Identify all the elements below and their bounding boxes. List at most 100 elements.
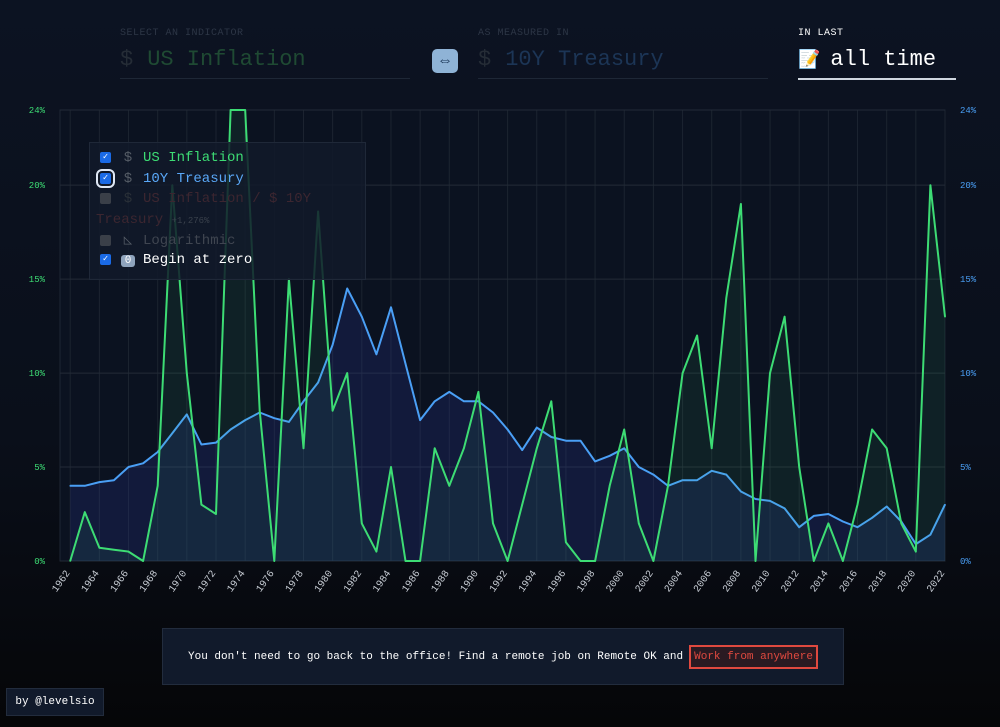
- x-tick-label: 1984: [371, 569, 394, 595]
- work-from-anywhere-link[interactable]: Work from anywhere: [689, 644, 818, 669]
- data-point: [390, 466, 392, 468]
- data-point: [638, 522, 640, 525]
- data-point: [492, 411, 494, 414]
- legend-label: US Inflation / $ 10Y: [143, 191, 312, 207]
- data-point: [856, 503, 859, 506]
- legend-item-log[interactable]: ◺ Logarithmic: [100, 232, 235, 249]
- legend-label: Begin at zero: [143, 252, 253, 268]
- indicator-select[interactable]: SELECT AN INDICATOR $ US Inflation: [120, 28, 410, 79]
- data-point: [331, 344, 334, 346]
- data-point: [302, 447, 305, 450]
- data-point: [652, 560, 655, 562]
- x-tick-label: 2022: [925, 569, 948, 595]
- x-tick-label: 1962: [51, 569, 74, 595]
- data-point: [288, 421, 290, 423]
- data-point: [725, 297, 728, 299]
- x-tick-label: 1968: [138, 569, 161, 595]
- x-tick-label: 1976: [255, 569, 278, 595]
- series-area-treasury: [70, 288, 945, 561]
- left-right-arrow-icon: ⇔: [440, 52, 450, 70]
- data-point: [258, 409, 261, 412]
- data-point: [740, 490, 742, 493]
- data-point: [667, 485, 669, 487]
- checkbox-checked-icon[interactable]: ✓: [96, 168, 115, 188]
- x-tick-label: 1996: [546, 569, 569, 595]
- dollar-icon: $: [120, 47, 134, 72]
- data-point: [127, 466, 130, 468]
- legend-item-zero[interactable]: ✓ 0 Begin at zero: [100, 252, 252, 268]
- legend-label: 10Y Treasury: [143, 171, 244, 187]
- checkbox-checked-icon[interactable]: ✓: [100, 151, 111, 163]
- data-point: [827, 513, 830, 515]
- data-point: [477, 391, 480, 393]
- dollar-icon: $: [123, 171, 133, 187]
- data-point: [390, 306, 392, 309]
- data-point: [244, 109, 246, 111]
- legend-item-ratio[interactable]: $ US Inflation / $ 10Y: [100, 191, 311, 207]
- data-point: [200, 503, 203, 506]
- data-point: [215, 513, 217, 515]
- data-point: [929, 533, 932, 536]
- data-point: [798, 526, 801, 528]
- data-point: [696, 334, 698, 337]
- legend-item-inflation[interactable]: ✓ $ US Inflation: [100, 150, 244, 166]
- data-point: [812, 560, 815, 562]
- data-point: [215, 441, 217, 444]
- data-point: [885, 447, 888, 450]
- dollar-icon: $: [123, 191, 133, 207]
- data-point: [171, 432, 174, 435]
- data-point: [608, 485, 611, 487]
- dollar-icon: $: [478, 47, 492, 72]
- x-tick-label: 2014: [809, 569, 832, 595]
- y-tick-label-right: 0%: [960, 557, 971, 567]
- y-tick-label-right: 10%: [960, 369, 977, 379]
- x-tick-label: 1978: [284, 569, 307, 595]
- credit-link[interactable]: by @levelsio: [6, 688, 104, 716]
- x-tick-label: 1980: [313, 569, 336, 595]
- data-point: [710, 447, 713, 450]
- data-point: [638, 466, 640, 468]
- data-point: [521, 503, 523, 506]
- data-point: [769, 500, 771, 502]
- data-point: [944, 315, 946, 318]
- indicator-value: US Inflation: [147, 47, 306, 72]
- x-tick-label: 1994: [517, 569, 540, 595]
- y-tick-label-left: 15%: [29, 275, 46, 285]
- measured-value: 10Y Treasury: [505, 47, 664, 72]
- measure-select[interactable]: AS MEASURED IN $10Y Treasury: [478, 28, 768, 79]
- data-point: [900, 522, 903, 525]
- x-tick-label: 2016: [838, 569, 861, 595]
- y-tick-label-left: 5%: [34, 463, 45, 473]
- data-point: [448, 391, 451, 393]
- data-point: [346, 372, 349, 374]
- range-select[interactable]: IN LAST 📝 all time: [798, 28, 956, 80]
- checkbox-unchecked-icon[interactable]: [100, 192, 111, 204]
- data-point: [361, 522, 363, 525]
- data-point: [492, 522, 494, 525]
- checkbox-unchecked-icon[interactable]: [100, 234, 111, 246]
- data-point: [244, 419, 246, 421]
- data-point: [317, 381, 319, 384]
- data-point: [710, 470, 713, 472]
- range-label: IN LAST: [798, 28, 844, 39]
- range-value: all time: [830, 47, 937, 72]
- swap-button[interactable]: ⇔: [432, 49, 458, 73]
- data-point: [594, 460, 596, 463]
- x-tick-label: 1974: [226, 569, 249, 595]
- legend-item-treasury[interactable]: ✓ $10Y Treasury: [96, 168, 244, 188]
- checkbox-checked-icon[interactable]: ✓: [100, 253, 111, 265]
- chart: 1962 1964 1966 1968 1970 1972 1974 1976 1978 1980…: [29, 106, 977, 595]
- data-point: [200, 443, 203, 446]
- data-point: [404, 560, 407, 562]
- data-point: [944, 503, 946, 506]
- x-tick-label: 2018: [867, 569, 890, 595]
- data-point: [463, 400, 465, 403]
- data-point: [740, 203, 742, 205]
- data-point: [433, 400, 436, 403]
- legend-label: US Inflation: [143, 150, 244, 166]
- data-point: [361, 315, 363, 318]
- y-tick-label-left: 10%: [29, 369, 46, 379]
- data-point: [783, 315, 786, 318]
- data-point: [506, 560, 509, 562]
- x-tick-label: 1972: [196, 569, 219, 595]
